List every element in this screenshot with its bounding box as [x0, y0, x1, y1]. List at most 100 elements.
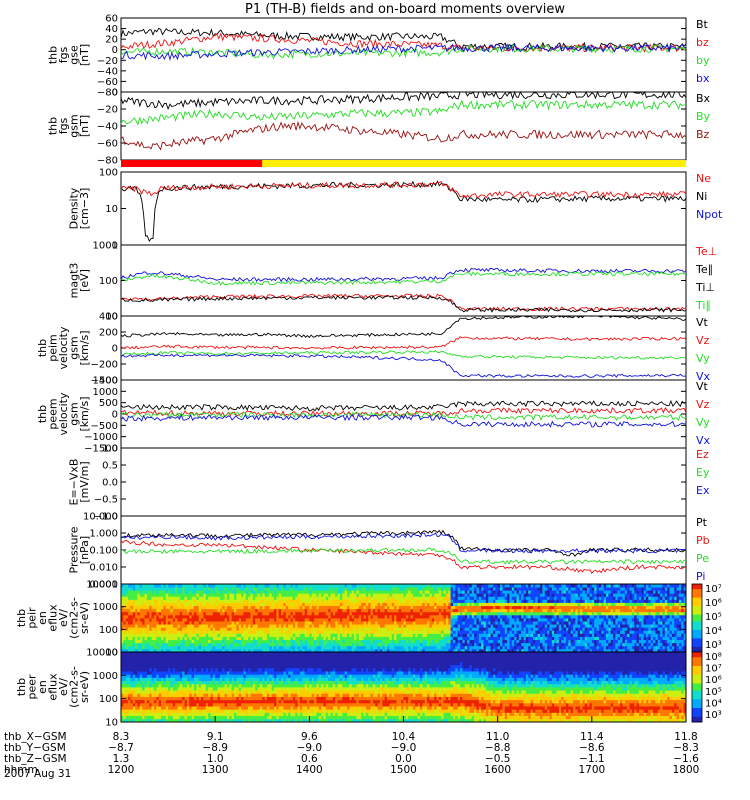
- series-bfgs_gsm-By: [120, 99, 687, 126]
- date-label: 2007 Aug 31: [4, 768, 71, 780]
- ylabel-temperature: magt3[eV]: [68, 263, 92, 299]
- series-peem_velocity-Vz: [120, 406, 687, 418]
- panel-temperature: 1000 100 10 magt3[eV] Te⊥ Te∥ Ti⊥ Ti∥: [68, 241, 718, 323]
- colorbar-label: 10⁵: [705, 687, 722, 698]
- ephem-value: 1700: [578, 764, 605, 776]
- ytick-label: −20: [97, 56, 118, 67]
- ylabel-peim_velocity: thbpeimvelocitygsm[km/s]: [36, 326, 91, 369]
- ytick-label: 1000: [93, 241, 118, 252]
- ytick-label: 1.0: [102, 444, 118, 455]
- panel-peim_velocity: 4002000−200−400thbpeimvelocitygsm[km/s]V…: [36, 312, 711, 387]
- ephem-value: −1.6: [673, 753, 699, 765]
- ephem-value: 1.0: [207, 753, 224, 765]
- series-bfgs_gse-Bt: [120, 27, 687, 52]
- ytick-label: 0.5: [102, 461, 118, 472]
- legend-bfgs_gsm-By: By: [696, 110, 711, 123]
- series-temperature-Ti∥: [120, 271, 687, 286]
- colorbar-label: 10⁴: [705, 626, 722, 637]
- ytick-label: 1000: [93, 671, 118, 682]
- ephem-value: 10.4: [392, 731, 416, 743]
- ytick-label: 1000: [93, 602, 118, 613]
- ylabel-line: gsm: [68, 114, 81, 137]
- ylabel-peem_velocity: thbpeemvelocitygsm[km/s]: [36, 392, 91, 435]
- ephem-value: −1.1: [579, 753, 605, 765]
- ylabel-line: gsm: [68, 402, 81, 425]
- series-pressure-Pt: [121, 529, 687, 557]
- ephem-value: −8.3: [673, 742, 699, 754]
- ytick-label: 400: [99, 312, 118, 323]
- ylabel-line: en: [36, 611, 49, 625]
- ytick-label: −80: [97, 156, 118, 167]
- ytick-label: 0.010: [89, 563, 118, 574]
- ylabel-line: fgs: [57, 117, 70, 134]
- ylabel-line: Density: [68, 187, 81, 229]
- ylabel-line: peim: [47, 334, 60, 362]
- ylabel-line: Pressure: [68, 526, 81, 573]
- legend-bfgs_gsm-Bx: Bx: [696, 92, 711, 105]
- ytick-label: 100: [99, 276, 118, 287]
- series-pressure-Pe: [120, 547, 687, 565]
- ylabel-line: [mV/m]: [78, 461, 91, 502]
- legend-temperature-Ti⊥: Ti⊥: [695, 281, 715, 294]
- ylabel-line: fgs: [57, 46, 70, 63]
- ephem-row-label: thb_Z−GSM: [4, 753, 67, 765]
- series-peim_velocity-Vz: [120, 336, 687, 350]
- ytick-label: 10: [105, 718, 118, 729]
- ylabel-line: eflux: [47, 673, 60, 701]
- figure-title: P1 (TH-B) fields and on-board moments ov…: [245, 2, 565, 17]
- ytick-label: −500: [91, 421, 118, 432]
- ytick-label: 100: [99, 168, 118, 179]
- mode-bar-segment-1: [262, 160, 686, 167]
- ephem-value: 1600: [484, 764, 511, 776]
- ylabel-line: thb: [47, 117, 60, 135]
- panel-bfgs_gsm: 0 −20 −40 −60 −80 thbfgsgsm[nT] Bx By Bz: [47, 88, 711, 167]
- ephem-value: 1500: [390, 764, 417, 776]
- colorbar-label: 10⁶: [705, 598, 722, 609]
- ytick-label: −20: [97, 105, 118, 116]
- ylabel-line: sr-eV): [78, 671, 91, 703]
- legend-peem_velocity-Vy: Vy: [696, 416, 710, 429]
- series-peim_velocity-Vt: [120, 315, 687, 339]
- ylabel-line: eV/: [57, 609, 70, 627]
- panel-mode_bar: [121, 160, 686, 167]
- ytick-label: −0.5: [94, 495, 118, 506]
- ylabel-line: (cm2-s-: [68, 666, 81, 708]
- ytick-label: 10: [105, 312, 118, 323]
- ytick-label: 10000: [86, 648, 118, 659]
- ylabel-line: velocity: [57, 392, 70, 435]
- ylabel-peir_spectrogram: thbpeirenefluxeV/(cm2-s-sr-eV): [15, 597, 91, 639]
- ylabel-line: thb: [15, 609, 28, 627]
- ylabel-line: sr-eV): [78, 602, 91, 634]
- ylabel-line: eflux: [47, 604, 60, 632]
- colorbar-label: 10⁷: [705, 584, 722, 595]
- legend-efield-Ey: Ey: [696, 466, 710, 479]
- ephem-value: −8.8: [485, 742, 511, 754]
- ylabel-line: [nT]: [78, 115, 91, 137]
- ylabel-line: magt3: [68, 263, 81, 299]
- series-peim_velocity-Vy: [120, 350, 687, 360]
- ytick-label: 20: [105, 35, 118, 46]
- ephem-value: −8.6: [579, 742, 605, 754]
- legend-peim_velocity-Vy: Vy: [696, 352, 710, 365]
- ylabel-line: gse: [68, 45, 81, 65]
- ytick-label: 0: [112, 45, 118, 56]
- series-pressure-Pb: [120, 540, 687, 574]
- ytick-label: 500: [99, 398, 118, 409]
- ylabel-line: thb: [15, 678, 28, 696]
- spectrogram-peir_spectrogram: [121, 584, 687, 653]
- ephem-value: 0.0: [395, 753, 412, 765]
- ytick-label: 0: [112, 88, 118, 99]
- series-bfgs_gsm-Bx: [120, 90, 687, 111]
- ytick-label: 0: [112, 344, 118, 355]
- colorbar-label: 10³: [705, 640, 722, 651]
- ephem-row-label: hhmm: [4, 764, 38, 776]
- ylabel-line: en: [36, 680, 49, 694]
- ephem-value: −9.0: [391, 742, 417, 754]
- legend-bfgs_gse-bz: bz: [696, 36, 709, 49]
- colorbar-peir_spectrogram: 10⁷ 10⁶ 10⁵ 10⁴ 10³: [691, 583, 722, 653]
- legend-peem_velocity-Vt: Vt: [696, 380, 709, 393]
- ephem-value: 1800: [673, 764, 700, 776]
- series-temperature-Te⊥: [120, 293, 687, 312]
- legend-peim_velocity-Vt: Vt: [696, 316, 709, 329]
